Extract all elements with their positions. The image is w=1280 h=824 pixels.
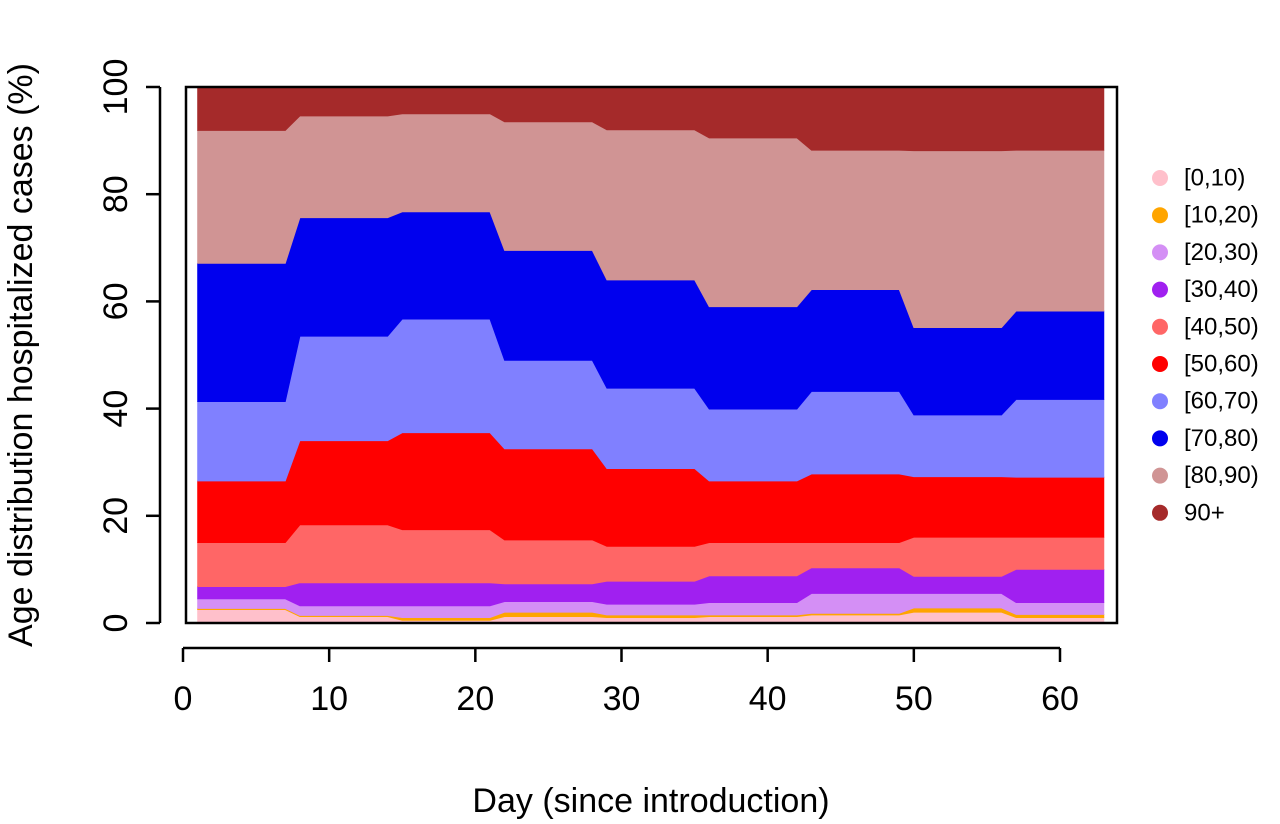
y-tick-label: 60 [97, 282, 135, 320]
legend-label: 90+ [1184, 499, 1225, 526]
x-tick-label: 0 [174, 680, 193, 718]
y-tick-label: 20 [97, 497, 135, 535]
legend-marker [1152, 504, 1168, 521]
legend-marker [1152, 393, 1168, 410]
legend-label: [60,70) [1184, 388, 1259, 415]
legend-marker [1152, 430, 1168, 447]
legend-label: [20,30) [1184, 239, 1259, 266]
y-tick-label: 100 [97, 59, 135, 116]
plot-frame [184, 85, 1119, 625]
legend-label: [0,10) [1184, 165, 1245, 192]
legend: [0,10) [10,20) [20,30) [30,40) [40,50) [50,60… [1152, 165, 1259, 526]
legend-label: [80,90) [1184, 462, 1259, 489]
legend-marker [1152, 318, 1168, 335]
legend-marker [1152, 244, 1168, 261]
y-axis-title: Age distribution hospitalized cases (%) [2, 63, 40, 647]
legend-label: [10,20) [1184, 202, 1259, 229]
x-tick-label: 40 [749, 680, 787, 718]
y-tick-label: 80 [97, 175, 135, 213]
area-series-group [197, 86, 1105, 624]
y-tick-label: 40 [97, 390, 135, 428]
x-tick-label: 30 [603, 680, 641, 718]
y-tick-label: 0 [97, 614, 135, 633]
legend-marker [1152, 467, 1168, 484]
legend-label: [50,60) [1184, 351, 1259, 378]
legend-marker [1152, 356, 1168, 372]
x-tick-label: 60 [1041, 680, 1079, 718]
legend-label: [70,80) [1184, 425, 1259, 452]
legend-label: [40,50) [1184, 313, 1259, 340]
x-tick-label: 50 [895, 680, 933, 718]
legend-marker [1152, 170, 1168, 186]
x-tick-label: 10 [310, 680, 348, 718]
x-axis: 0 10 20 30 40 50 60 [174, 646, 1079, 718]
legend-label: [30,40) [1184, 276, 1259, 303]
y-axis: 0 20 40 60 80 100 [97, 59, 162, 633]
legend-marker [1152, 207, 1168, 224]
x-axis-title: Day (since introduction) [472, 782, 829, 820]
x-tick-label: 20 [456, 680, 494, 718]
legend-marker [1152, 281, 1168, 298]
